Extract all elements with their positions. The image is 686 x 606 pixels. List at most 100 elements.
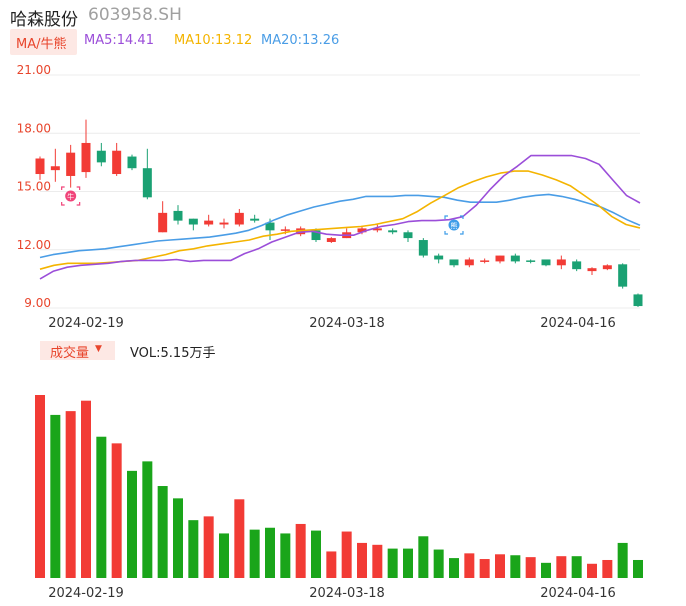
stock-name: 哈森股份 bbox=[10, 10, 78, 30]
volume-bar bbox=[326, 551, 337, 578]
volume-bar bbox=[249, 529, 260, 578]
volume-bar bbox=[81, 400, 91, 578]
candle-body bbox=[173, 210, 183, 221]
volume-bar bbox=[142, 461, 153, 578]
volume-bar bbox=[387, 548, 398, 578]
volume-bar bbox=[372, 544, 383, 578]
candlestick bbox=[618, 263, 628, 289]
ma-indicator-tab[interactable]: MA/牛熊 bbox=[10, 29, 77, 55]
candlestick bbox=[526, 259, 536, 264]
stock-code: 603958.SH bbox=[88, 5, 182, 25]
badge-corner bbox=[61, 202, 65, 206]
badge-label: 牛 bbox=[67, 192, 74, 201]
candle-body bbox=[587, 268, 597, 272]
candlestick bbox=[188, 218, 198, 231]
volume-bar bbox=[433, 549, 444, 578]
volume-bar bbox=[341, 531, 352, 578]
candle-body bbox=[250, 218, 260, 221]
candlestick bbox=[403, 230, 413, 242]
candlestick bbox=[510, 253, 520, 264]
price-x-tick-label: 2024-04-16 bbox=[540, 316, 616, 330]
badge-corner bbox=[444, 215, 448, 219]
volume-bar bbox=[173, 498, 183, 578]
candle-body bbox=[526, 260, 536, 262]
candle-body bbox=[510, 255, 520, 262]
ma5-readout: MA5:14.41 bbox=[84, 33, 154, 48]
candlestick bbox=[173, 205, 183, 225]
volume-bar bbox=[479, 559, 490, 578]
candle-body bbox=[112, 150, 122, 175]
candlestick bbox=[587, 267, 597, 275]
candle-body bbox=[158, 212, 168, 233]
candle-body bbox=[219, 222, 229, 225]
badge-dot bbox=[65, 190, 77, 202]
candle-body bbox=[372, 228, 382, 231]
candle-body bbox=[495, 255, 505, 262]
candlestick bbox=[633, 293, 643, 308]
candle-body bbox=[142, 168, 152, 198]
candlestick bbox=[204, 214, 214, 227]
volume-bar bbox=[219, 533, 229, 578]
candle-body bbox=[280, 229, 290, 231]
candlestick bbox=[418, 238, 428, 258]
volume-x-tick-label: 2024-03-18 bbox=[309, 586, 385, 601]
volume-indicator-tab[interactable]: 成交量 ▼ bbox=[40, 341, 115, 361]
volume-bar bbox=[449, 558, 459, 578]
volume-readout: VOL:5.15万手 bbox=[130, 346, 216, 361]
badge-corner bbox=[460, 231, 464, 235]
price-x-tick-label: 2024-03-18 bbox=[309, 316, 385, 330]
candle-body bbox=[326, 238, 336, 242]
candlestick bbox=[372, 224, 382, 233]
price-chart: 21.00 18.00 15.00 12.00 9.00 牛熊 2024-02-19 2024… bbox=[17, 63, 643, 330]
volume-bar bbox=[633, 559, 643, 578]
ma10-line bbox=[39, 170, 641, 270]
volume-bar bbox=[280, 533, 291, 578]
candle-body bbox=[188, 218, 198, 225]
volume-bar bbox=[234, 499, 245, 578]
candle-body bbox=[311, 230, 321, 241]
candle-body bbox=[388, 230, 398, 233]
volume-bar bbox=[35, 395, 45, 578]
bull-badge-icon: 牛 bbox=[61, 186, 81, 206]
candlestick bbox=[127, 154, 137, 171]
candlestick bbox=[35, 156, 45, 180]
volume-bar bbox=[495, 554, 505, 578]
ma20-line bbox=[39, 193, 641, 259]
candle-body bbox=[81, 142, 91, 173]
volume-x-tick-label: 2024-04-16 bbox=[540, 586, 616, 601]
badge-corner bbox=[460, 215, 464, 219]
badge-corner bbox=[76, 186, 81, 190]
volume-bar bbox=[65, 411, 76, 578]
price-x-tick-label: 2024-02-19 bbox=[48, 316, 124, 330]
volume-bar bbox=[127, 470, 137, 578]
volume-bar bbox=[265, 527, 275, 578]
candlestick bbox=[602, 264, 612, 271]
volume-bar bbox=[311, 530, 321, 578]
candlestick bbox=[158, 201, 168, 233]
candlestick bbox=[434, 253, 444, 264]
candle-body bbox=[541, 259, 551, 266]
candlestick bbox=[541, 259, 551, 267]
candlestick bbox=[342, 228, 352, 239]
volume-bar bbox=[188, 520, 199, 578]
candlestick bbox=[480, 258, 490, 264]
volume-indicator-tab-label: 成交量 bbox=[50, 346, 90, 361]
volume-bar bbox=[464, 553, 475, 578]
price-y-tick-label: 9.00 bbox=[24, 296, 51, 310]
badge-label: 熊 bbox=[451, 221, 458, 230]
volume-bar bbox=[50, 414, 61, 578]
volume-bar bbox=[556, 556, 567, 578]
candlestick bbox=[234, 208, 244, 227]
badge-corner bbox=[76, 202, 81, 206]
ma20-readout: MA20:13.26 bbox=[261, 33, 340, 48]
volume-bar bbox=[295, 523, 306, 578]
candle-body bbox=[480, 260, 490, 262]
candlestick bbox=[66, 144, 76, 188]
candle-body bbox=[464, 259, 474, 266]
ma5-line bbox=[39, 154, 641, 280]
candlestick bbox=[142, 148, 152, 200]
candle-body bbox=[204, 220, 214, 225]
candle-body bbox=[572, 261, 582, 270]
badge-corner bbox=[444, 231, 448, 235]
dropdown-arrow-icon: ▼ bbox=[95, 344, 102, 354]
